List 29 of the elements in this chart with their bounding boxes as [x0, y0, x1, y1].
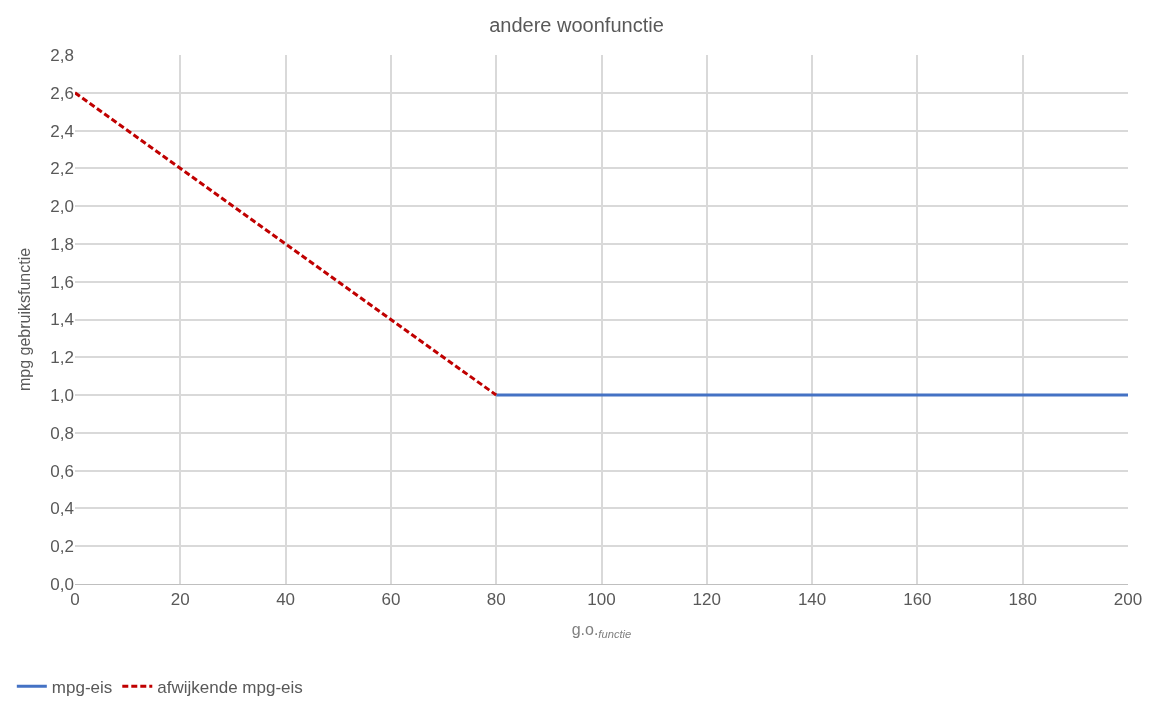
x-tick-label: 120 — [692, 590, 721, 610]
y-tick-label: 1,0 — [50, 386, 74, 406]
y-tick-label: 0,2 — [50, 537, 74, 557]
x-tick-label: 100 — [587, 590, 616, 610]
x-tick-label: 200 — [1113, 590, 1143, 610]
legend-label: afwijkende mpg-eis — [157, 677, 303, 697]
y-tick-label: 2,0 — [50, 197, 74, 217]
y-tick-label: 1,2 — [50, 348, 74, 368]
y-tick-label: 2,4 — [50, 121, 74, 141]
y-axis-title: mpg gebruiksfunctie — [16, 247, 34, 392]
y-tick-label: 1,6 — [50, 272, 74, 292]
y-tick-label: 0,8 — [50, 423, 74, 443]
x-tick-label: 20 — [170, 590, 190, 610]
y-tick-label: 0,6 — [50, 461, 74, 481]
x-tick-label: 60 — [381, 590, 401, 610]
x-axis-title: g.o.$_{functie}$ — [571, 621, 632, 641]
x-tick-label: 80 — [486, 590, 506, 610]
y-tick-label: 0,4 — [50, 499, 74, 519]
y-tick-label: 1,4 — [50, 310, 74, 330]
legend-label: mpg-eis — [51, 677, 113, 697]
x-tick-label: 140 — [797, 590, 827, 610]
x-tick-label: 160 — [903, 590, 932, 610]
y-tick-label: 1,8 — [50, 234, 74, 254]
x-tick-label: 180 — [1008, 590, 1037, 610]
y-tick-label: 2,6 — [50, 83, 74, 103]
x-tick-label: 40 — [276, 590, 296, 610]
chart-title: andere woonfunctie — [489, 13, 664, 36]
y-tick-label: 2,2 — [50, 159, 74, 179]
y-tick-label: 2,8 — [50, 45, 74, 65]
